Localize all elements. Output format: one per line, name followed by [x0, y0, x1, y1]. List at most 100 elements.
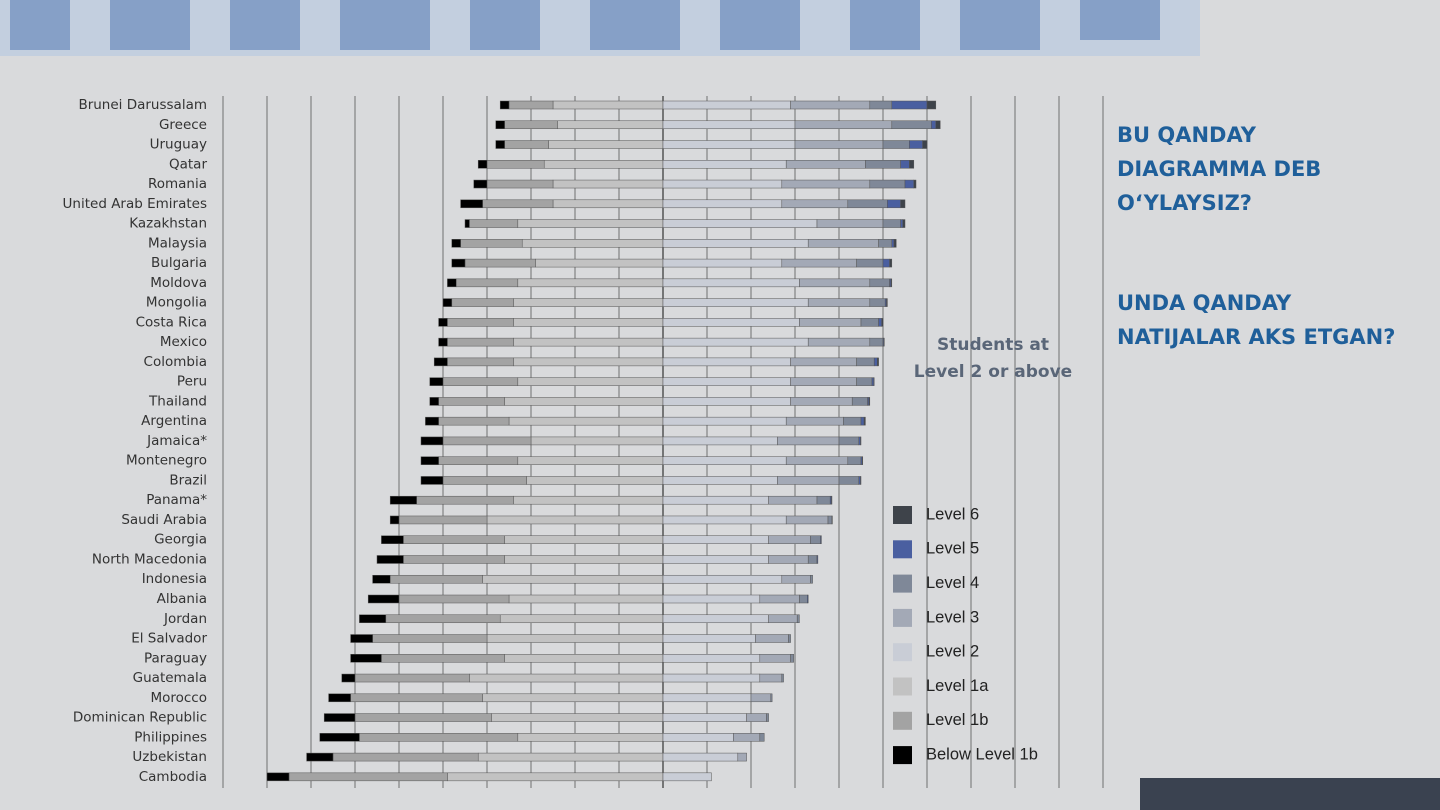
bar-segment	[820, 535, 822, 544]
bar-segment	[759, 733, 765, 742]
bar-segment	[341, 673, 356, 683]
annotation: Students at Level 2 or above	[900, 332, 1086, 386]
bar-segment	[785, 456, 849, 465]
bar-segment	[513, 298, 664, 307]
bar-segment	[552, 179, 664, 189]
bar-segment	[508, 416, 664, 426]
bar-segment	[799, 594, 808, 604]
bar-segment	[442, 476, 527, 485]
bar-segment	[662, 397, 791, 406]
bar-segment	[464, 258, 536, 268]
bar-segment	[495, 140, 505, 149]
bar-segment	[759, 673, 783, 683]
bar-segment	[900, 219, 904, 228]
bar-segment	[499, 614, 664, 624]
bar-segment	[491, 713, 664, 722]
bar-segment	[856, 357, 875, 367]
bar-segment	[781, 574, 811, 584]
bar-segment	[847, 456, 862, 465]
bar-segment	[438, 416, 510, 426]
bar-segment	[777, 476, 840, 485]
bar-segment	[662, 140, 796, 149]
bar-segment	[869, 278, 890, 288]
bar-segment	[750, 693, 772, 703]
bar-segment	[425, 416, 439, 426]
bar-segment	[868, 397, 871, 406]
bar-segment	[902, 219, 906, 228]
category-label: North Macedonia	[92, 551, 207, 567]
bar-segment	[389, 515, 400, 525]
bar-segment	[662, 239, 809, 248]
bar-segment	[662, 160, 787, 169]
bar-segment	[869, 298, 886, 307]
bar-segment	[662, 614, 769, 624]
bar-segment	[438, 456, 519, 465]
bar-segment	[662, 555, 769, 564]
bar-segment	[319, 733, 360, 742]
footer-bar	[1140, 778, 1440, 810]
bar-segment	[486, 160, 545, 169]
annotation-line: Students at	[936, 335, 1050, 355]
bar-segment	[777, 436, 840, 446]
bar-segment	[816, 555, 819, 564]
bar-segment	[504, 140, 549, 149]
bar-segment	[873, 357, 878, 367]
bar-segment	[662, 535, 769, 544]
bar-segment	[398, 594, 510, 604]
legend-swatch	[893, 711, 912, 730]
bar-segment	[416, 495, 514, 505]
bar-segment	[882, 140, 910, 149]
bar-segment	[433, 357, 448, 367]
question-line: BU QANDAY	[1117, 123, 1256, 147]
bar-segment	[891, 239, 895, 248]
bar-segment	[790, 397, 853, 406]
category-label: Montenegro	[126, 453, 207, 469]
category-label: Jamaica*	[146, 433, 207, 449]
bar-segment	[398, 515, 488, 525]
bar-segment	[781, 179, 871, 189]
bar-segment	[442, 377, 519, 386]
bar-segment	[526, 476, 664, 485]
bar-segment	[785, 515, 829, 525]
bar-segment	[858, 476, 861, 485]
bar-segment	[354, 673, 470, 683]
bar-segment	[385, 614, 501, 624]
bar-segment	[785, 160, 866, 169]
category-label: Costa Rica	[136, 314, 207, 330]
bar-segment	[662, 318, 800, 327]
bar-segment	[367, 594, 400, 604]
category-label: Peru	[177, 374, 207, 390]
bar-segment	[796, 614, 800, 624]
bar-segment	[790, 377, 857, 386]
category-label: Jordan	[163, 611, 207, 627]
bar-segment	[878, 239, 893, 248]
legend-swatch	[893, 540, 912, 559]
bar-segment	[766, 713, 769, 722]
bar-segment	[266, 772, 290, 782]
bar-segment	[662, 416, 787, 426]
bar-segment	[662, 495, 769, 505]
bar-segment	[838, 436, 860, 446]
bar-segment	[662, 337, 809, 347]
bar-segment	[807, 298, 871, 307]
category-label: Qatar	[169, 156, 207, 172]
legend-swatch	[893, 746, 912, 765]
bar-segment	[504, 397, 664, 406]
bar-segment	[504, 120, 558, 130]
category-label: Morocco	[150, 690, 207, 706]
bar-segment	[891, 100, 928, 110]
bar-segment	[768, 555, 809, 564]
bar-segment	[354, 713, 492, 722]
bar-segment	[438, 337, 448, 347]
category-label: Mexico	[160, 334, 207, 350]
bar-segment	[504, 654, 664, 663]
bar-segment	[460, 199, 483, 209]
bar-segment	[486, 179, 554, 189]
bar-segment	[662, 258, 783, 268]
category-label: Greece	[159, 117, 207, 133]
bar-segment	[372, 574, 391, 584]
bar-segment	[882, 219, 901, 228]
question: BU QANDAY DIAGRAMMA DEB O‘YLAYSIZ?	[1117, 118, 1321, 220]
bar-segment	[887, 199, 901, 209]
